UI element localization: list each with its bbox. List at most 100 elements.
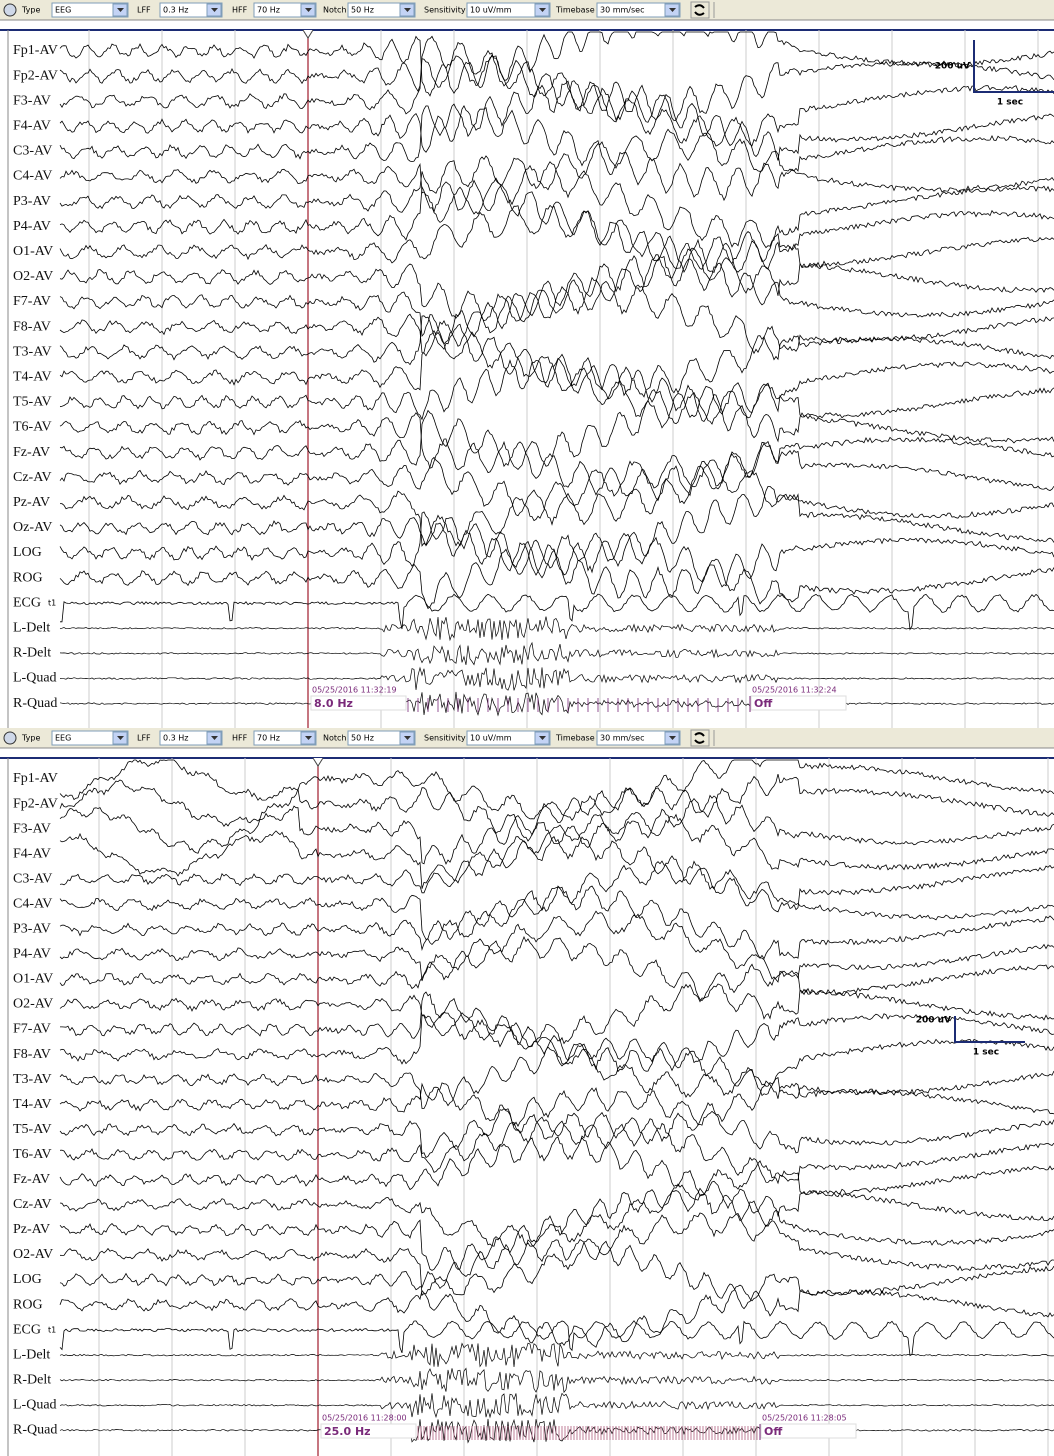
channel-label: C3-AV bbox=[13, 871, 52, 886]
scale-amplitude: 200 uV bbox=[916, 1016, 951, 1026]
channel-label: R-Quad bbox=[13, 696, 57, 711]
channel-label: C3-AV bbox=[13, 144, 52, 159]
channel-label: F4-AV bbox=[13, 846, 51, 861]
eeg-trace bbox=[60, 280, 1054, 356]
toolbar-label: Sensitivity bbox=[424, 6, 466, 15]
channel-label: O1-AV bbox=[13, 244, 53, 259]
channel-label: F8-AV bbox=[13, 1047, 51, 1062]
channel-label: P3-AV bbox=[13, 194, 51, 209]
channel-label: Pz-AV bbox=[13, 495, 50, 510]
eeg-trace bbox=[60, 886, 1054, 959]
channel-label: Fz-AV bbox=[13, 445, 50, 460]
channel-label: L-Quad bbox=[13, 1397, 57, 1412]
channel-label: P3-AV bbox=[13, 922, 51, 937]
eeg-trace bbox=[60, 1161, 1054, 1246]
channel-label: F8-AV bbox=[13, 319, 51, 334]
channel-label: O2-AV bbox=[13, 269, 53, 284]
channel-label: LOG bbox=[13, 1272, 42, 1287]
channel-label: R-Delt bbox=[13, 1372, 51, 1387]
eeg-trace bbox=[60, 1321, 1054, 1356]
eeg-trace bbox=[60, 444, 1054, 525]
eeg-trace bbox=[60, 104, 1054, 200]
channel-label: F7-AV bbox=[13, 1022, 51, 1037]
stim-end-label: Off bbox=[764, 1425, 782, 1438]
channel-label: P4-AV bbox=[13, 947, 51, 962]
eeg-trace bbox=[60, 812, 1054, 888]
channel-label: T6-AV bbox=[13, 1147, 52, 1162]
event-marker-head bbox=[303, 30, 313, 38]
eeg-trace bbox=[60, 1113, 1054, 1183]
emg-trace bbox=[60, 617, 1054, 640]
channel-label: Pz-AV bbox=[13, 1222, 50, 1237]
toolbar-label: Notch bbox=[323, 734, 346, 743]
eeg-trace bbox=[60, 788, 1054, 864]
channel-label: Cz-AV bbox=[13, 470, 52, 485]
dropdown-value: 10 uV/mm bbox=[470, 734, 512, 743]
channel-label: T3-AV bbox=[13, 344, 52, 359]
eeg-panel: TypeEEGLFF0.3 HzHFF70 HzNotch50 HzSensit… bbox=[0, 728, 1054, 1456]
channel-label: Fp1-AV bbox=[13, 43, 58, 58]
toolbar-label: Type bbox=[21, 734, 40, 743]
eeg-trace bbox=[60, 837, 1054, 912]
toolbar-icon[interactable] bbox=[4, 732, 16, 744]
dropdown-value: 0.3 Hz bbox=[163, 734, 188, 743]
channel-label: LOG bbox=[13, 545, 42, 560]
dropdown-value: EEG bbox=[55, 734, 71, 743]
eeg-trace bbox=[60, 1038, 1054, 1108]
stim-start-time: 05/25/2016 11:28:00 bbox=[322, 1414, 407, 1423]
dropdown-value: 70 Hz bbox=[257, 734, 280, 743]
scale-time: 1 sec bbox=[997, 98, 1023, 108]
channel-label: F3-AV bbox=[13, 821, 51, 836]
channel-label: T5-AV bbox=[13, 395, 52, 410]
eeg-trace bbox=[60, 937, 1054, 1019]
stim-start-time: 05/25/2016 11:32:19 bbox=[312, 686, 397, 695]
dropdown-value: EEG bbox=[55, 6, 71, 15]
dropdown-value: 70 Hz bbox=[257, 6, 280, 15]
channel-label: T5-AV bbox=[13, 1122, 52, 1137]
emg-trace bbox=[60, 643, 1054, 665]
dropdown-value: 10 uV/mm bbox=[470, 6, 512, 15]
toolbar-icon[interactable] bbox=[4, 4, 16, 16]
toolbar-label: Timebase bbox=[555, 734, 595, 743]
channel-label: ROG bbox=[13, 1297, 43, 1312]
eeg-trace bbox=[60, 1013, 1054, 1097]
toolbar-label: LFF bbox=[137, 734, 151, 743]
traces bbox=[60, 32, 1054, 715]
eeg-trace bbox=[60, 331, 1054, 424]
emg-trace bbox=[60, 692, 1054, 715]
toolbar-label: Timebase bbox=[555, 6, 595, 15]
eeg-trace bbox=[60, 1213, 1054, 1295]
channel-label: L-Delt bbox=[13, 1347, 50, 1362]
channel-label: R-Delt bbox=[13, 646, 51, 661]
eeg-trace bbox=[60, 861, 1054, 944]
stim-end-time: 05/25/2016 11:28:05 bbox=[762, 1414, 847, 1423]
event-marker-head bbox=[313, 758, 323, 766]
channel-label: Oz-AV bbox=[13, 520, 52, 535]
eeg-trace bbox=[60, 760, 1054, 820]
channel-label: F3-AV bbox=[13, 93, 51, 108]
channel-label: Fz-AV bbox=[13, 1172, 50, 1187]
channel-label: C4-AV bbox=[13, 896, 52, 911]
channel-label: T3-AV bbox=[13, 1072, 52, 1087]
channel-label: Fp1-AV bbox=[13, 771, 58, 786]
channel-label: P4-AV bbox=[13, 219, 51, 234]
channel-label: Fp2-AV bbox=[13, 68, 58, 83]
toolbar-label: HFF bbox=[232, 6, 248, 15]
scale-time: 1 sec bbox=[973, 1048, 999, 1058]
scale-amplitude: 200 uV bbox=[935, 62, 970, 72]
channel-label: ROG bbox=[13, 570, 43, 585]
channel-label: O2-AV bbox=[13, 1247, 53, 1262]
eeg-trace bbox=[60, 911, 1054, 982]
toolbar-label: Sensitivity bbox=[424, 734, 466, 743]
eeg-trace bbox=[60, 594, 1054, 629]
stim-end-label: Off bbox=[754, 697, 772, 710]
dropdown-value: 30 mm/sec bbox=[600, 6, 645, 15]
toolbar-label: HFF bbox=[232, 734, 248, 743]
channel-label: ECG bbox=[13, 595, 41, 610]
emg-trace bbox=[60, 1419, 1054, 1442]
channel-label: ECG bbox=[13, 1322, 41, 1337]
scale-bar bbox=[974, 40, 1054, 92]
eeg-trace bbox=[60, 1240, 1054, 1316]
channel-label: Fp2-AV bbox=[13, 796, 58, 811]
